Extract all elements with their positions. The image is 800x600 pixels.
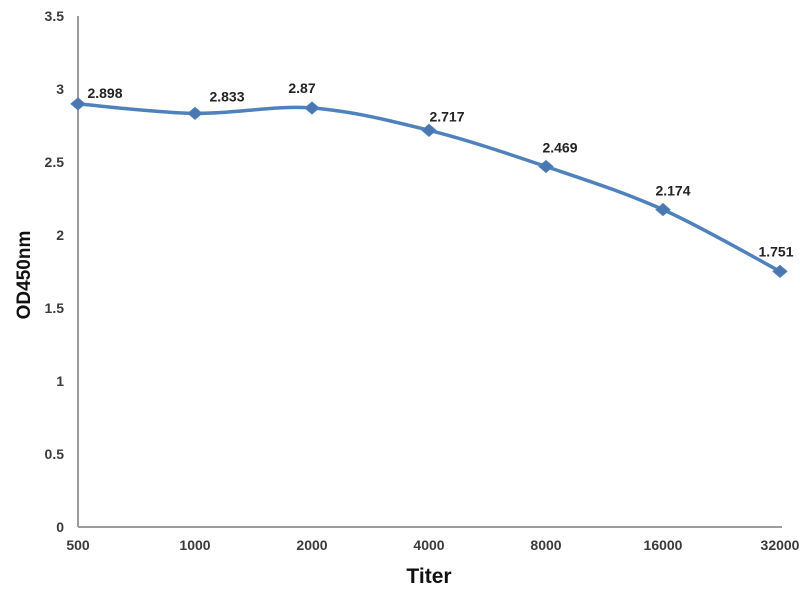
data-point-marker — [304, 101, 320, 115]
y-tick-label: 2 — [56, 227, 64, 243]
x-tick-label: 4000 — [413, 537, 444, 553]
data-point-label: 2.898 — [87, 85, 122, 101]
x-tick-label: 32000 — [761, 537, 800, 553]
data-point-marker — [421, 123, 437, 137]
y-tick-label: 1 — [56, 373, 64, 389]
x-tick-label: 16000 — [644, 537, 683, 553]
data-point-label: 2.469 — [542, 140, 577, 156]
x-tick-label: 500 — [66, 537, 90, 553]
data-point-marker — [772, 264, 788, 279]
y-tick-label: 1.5 — [45, 300, 65, 316]
data-point-label: 2.174 — [655, 183, 690, 199]
data-point-label: 1.751 — [758, 243, 793, 259]
x-tick-label: 8000 — [530, 537, 561, 553]
y-tick-label: 2.5 — [45, 154, 65, 170]
y-tick-label: 3 — [56, 81, 64, 97]
y-axis-title: OD450nm — [14, 231, 35, 320]
y-tick-label: 0.5 — [45, 446, 65, 462]
x-axis-title: Titer — [406, 565, 451, 588]
y-tick-label: 0 — [56, 519, 64, 535]
chart-plot-area: 0 0.5 1 1.5 2 2.5 3 3.5 500 1000 2000 4000 8000 16000… — [45, 8, 800, 553]
x-tick-label: 1000 — [179, 537, 210, 553]
data-point-marker — [538, 159, 554, 174]
data-point-marker — [187, 106, 203, 121]
y-tick-label: 3.5 — [45, 8, 65, 24]
data-point-label: 2.87 — [288, 80, 315, 96]
data-point-marker — [70, 97, 86, 111]
data-point-marker — [655, 202, 671, 217]
data-point-label: 2.833 — [209, 88, 244, 104]
x-tick-label: 2000 — [296, 537, 327, 553]
data-point-label: 2.717 — [429, 108, 464, 124]
